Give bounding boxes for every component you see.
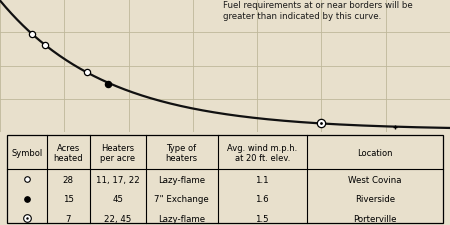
Text: 1.1: 1.1 — [256, 175, 269, 184]
Text: 11, 17, 22: 11, 17, 22 — [96, 175, 140, 184]
Text: 15: 15 — [63, 194, 74, 203]
Text: Type of
heaters: Type of heaters — [166, 143, 198, 162]
Text: Symbol: Symbol — [11, 148, 42, 157]
Text: Lazy-flame: Lazy-flame — [158, 175, 205, 184]
Text: 28: 28 — [63, 175, 74, 184]
Text: Location: Location — [357, 148, 393, 157]
Text: 22, 45: 22, 45 — [104, 214, 131, 223]
Text: Riverside: Riverside — [355, 194, 395, 203]
Text: Porterville: Porterville — [353, 214, 397, 223]
Text: West Covina: West Covina — [348, 175, 402, 184]
Text: 7" Exchange: 7" Exchange — [154, 194, 209, 203]
Text: 7: 7 — [66, 214, 71, 223]
Text: Lazy-flame: Lazy-flame — [158, 214, 205, 223]
Text: 1.5: 1.5 — [256, 214, 269, 223]
Text: Acres
heated: Acres heated — [54, 143, 83, 162]
Text: Heaters
per acre: Heaters per acre — [100, 143, 135, 162]
Text: 1.6: 1.6 — [256, 194, 269, 203]
Text: Avg. wind m.p.h.
at 20 ft. elev.: Avg. wind m.p.h. at 20 ft. elev. — [227, 143, 297, 162]
Text: 45: 45 — [112, 194, 123, 203]
Text: Fuel requirements at or near borders will be
greater than indicated by this curv: Fuel requirements at or near borders wil… — [223, 1, 413, 21]
